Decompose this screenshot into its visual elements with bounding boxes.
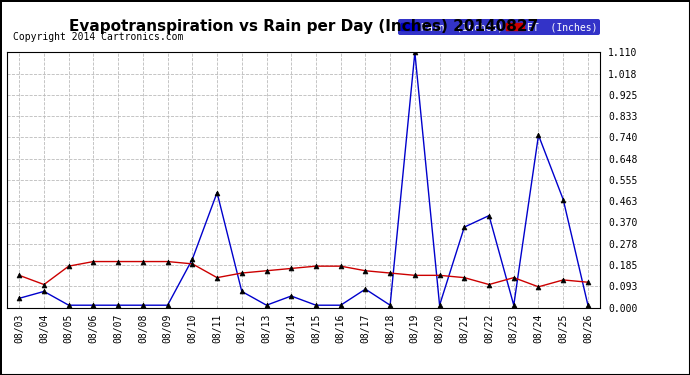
Text: Copyright 2014 Cartronics.com: Copyright 2014 Cartronics.com (13, 32, 184, 42)
Legend: Rain  (Inches), ET  (Inches): Rain (Inches), ET (Inches) (398, 20, 600, 35)
Text: Evapotranspiration vs Rain per Day (Inches) 20140827: Evapotranspiration vs Rain per Day (Inch… (69, 19, 538, 34)
